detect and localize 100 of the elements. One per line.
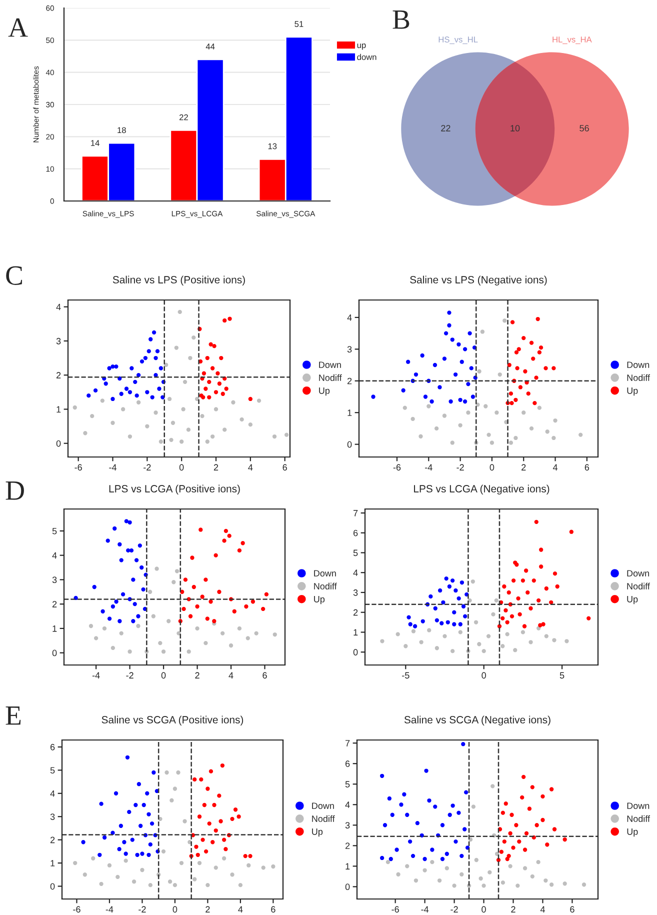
x-tick-label: 2 bbox=[214, 464, 218, 470]
y-tick-label: 4 bbox=[56, 304, 61, 310]
y-tick-label: 3 bbox=[52, 576, 57, 584]
x-tick-label: -6 bbox=[393, 464, 401, 471]
legend-label: Up bbox=[627, 828, 638, 837]
y-tick-label: 1 bbox=[348, 410, 352, 416]
y-tick-label: 3 bbox=[353, 589, 358, 596]
x-tick-label: -4 bbox=[421, 906, 429, 912]
x-tick-label: -6 bbox=[73, 906, 80, 913]
y-tick-label: 0 bbox=[52, 650, 57, 656]
x-tick-label: 5 bbox=[560, 672, 564, 679]
text: HL_vs_HA bbox=[552, 36, 592, 44]
y-tick-label: 5 bbox=[50, 767, 55, 774]
y-tick-label: 7 bbox=[354, 510, 358, 516]
y-tick-label: 5 bbox=[345, 781, 350, 788]
x-tick-label: -2 bbox=[126, 672, 134, 678]
y-tick-label: 3 bbox=[345, 822, 350, 828]
x-tick-label: 0 bbox=[161, 672, 166, 679]
x-tick-label: -4 bbox=[106, 906, 114, 912]
y-tick-label: 0 bbox=[50, 883, 55, 890]
x-tick-label: 2 bbox=[522, 464, 526, 470]
y-tick-label: 2 bbox=[50, 836, 55, 844]
x-tick-label: 6 bbox=[282, 464, 287, 471]
legend-label: Down bbox=[627, 802, 650, 809]
text: C bbox=[6, 266, 22, 285]
data-label: 13 bbox=[268, 143, 277, 150]
x-tick-label: -2 bbox=[450, 906, 458, 912]
y-tick-label: 1 bbox=[52, 626, 57, 632]
x-tick-label: 6 bbox=[570, 906, 574, 913]
data-label: 51 bbox=[294, 21, 304, 27]
y-tick-label: 2 bbox=[52, 601, 57, 608]
legend-label: Up bbox=[627, 388, 638, 396]
legend-label: Down bbox=[314, 570, 336, 576]
y-tick-label: 1 bbox=[346, 863, 350, 870]
x-tick-label: 0 bbox=[172, 906, 178, 913]
x-tick-label: 0 bbox=[482, 906, 486, 913]
x-tick-label: 4 bbox=[228, 672, 234, 678]
legend-label: Down bbox=[627, 362, 650, 368]
chart-title: Saline vs SCGA (Negative ions) bbox=[404, 716, 550, 726]
y-tick-label: 0 bbox=[345, 884, 350, 890]
x-tick-label: 2 bbox=[511, 906, 516, 912]
x-tick-label: -2 bbox=[456, 464, 464, 470]
x-tick-label: -4 bbox=[425, 464, 432, 470]
x-tick-label: 0 bbox=[490, 464, 494, 471]
y-tick-label: 2 bbox=[56, 372, 61, 378]
legend-label: Nodiff bbox=[312, 815, 335, 822]
text: A bbox=[8, 18, 28, 37]
legend-label: up bbox=[357, 44, 366, 50]
y-tick-label: 6 bbox=[50, 744, 55, 750]
y-tick-label: 2 bbox=[345, 842, 350, 849]
y-tick-label: 1 bbox=[354, 629, 358, 636]
x-tick-label: 0 bbox=[482, 672, 486, 679]
y-tick-label: 0 bbox=[347, 441, 352, 448]
x-tick-label: 2 bbox=[206, 906, 210, 912]
legend-label: Down bbox=[319, 362, 341, 368]
legend-label: Up bbox=[319, 388, 330, 396]
x-tick-label: 4 bbox=[248, 464, 253, 470]
legend-label: Nodiff bbox=[627, 815, 650, 822]
data-label: 44 bbox=[206, 44, 215, 50]
y-tick-label: 6 bbox=[345, 760, 350, 767]
y-tick-label: 7 bbox=[346, 740, 350, 746]
y-tick-label: 6 bbox=[353, 530, 358, 536]
chart-title: LPS vs LCGA (Negative ions) bbox=[414, 484, 550, 494]
text: D bbox=[6, 481, 24, 500]
y-tick-label: 4 bbox=[345, 802, 350, 808]
y-tick-label: 4 bbox=[50, 790, 55, 797]
data-label: 10 bbox=[510, 125, 520, 132]
text: HS_vs_HL bbox=[438, 36, 478, 44]
legend-label: Down bbox=[627, 570, 650, 576]
x-tick-label: -6 bbox=[74, 464, 82, 471]
x-tick-label: 6 bbox=[584, 464, 590, 471]
y-tick-label: 4 bbox=[52, 552, 57, 559]
x-tick-label: 2 bbox=[195, 672, 200, 678]
x-tick-label: -4 bbox=[92, 672, 100, 678]
text: E bbox=[6, 706, 21, 725]
data-label: 56 bbox=[580, 125, 589, 132]
y-tick-label: 3 bbox=[56, 338, 61, 344]
y-tick-label: 1 bbox=[56, 406, 61, 412]
x-tick-label: 4 bbox=[540, 906, 545, 912]
y-tick-label: 2 bbox=[347, 378, 352, 384]
y-tick-label: 3 bbox=[347, 346, 352, 353]
y-tick-label: 1 bbox=[50, 860, 55, 866]
legend-label: Nodiff bbox=[314, 582, 337, 590]
x-tick-label: 6 bbox=[262, 672, 267, 679]
x-tick-label: -2 bbox=[144, 464, 151, 470]
chart-title: Saline vs SCGA (Positive ions) bbox=[102, 716, 244, 726]
y-tick-label: 3 bbox=[50, 814, 55, 820]
x-tick-label: 6 bbox=[271, 906, 276, 913]
legend-label: Up bbox=[314, 596, 325, 604]
data-label: 14 bbox=[91, 140, 100, 146]
legend-label: down bbox=[357, 54, 376, 60]
x-tick-label: 0 bbox=[179, 464, 184, 471]
y-tick-label: 2 bbox=[353, 609, 358, 616]
x-tick-label: 4 bbox=[552, 464, 558, 470]
legend-label: Nodiff bbox=[319, 374, 342, 381]
x-tick-label: -4 bbox=[109, 464, 116, 470]
y-tick-label: 0 bbox=[353, 649, 358, 656]
legend-label: Up bbox=[312, 828, 323, 837]
chart-title: LPS vs LCGA (Positive ions) bbox=[109, 484, 240, 494]
y-tick-label: 5 bbox=[52, 528, 57, 534]
